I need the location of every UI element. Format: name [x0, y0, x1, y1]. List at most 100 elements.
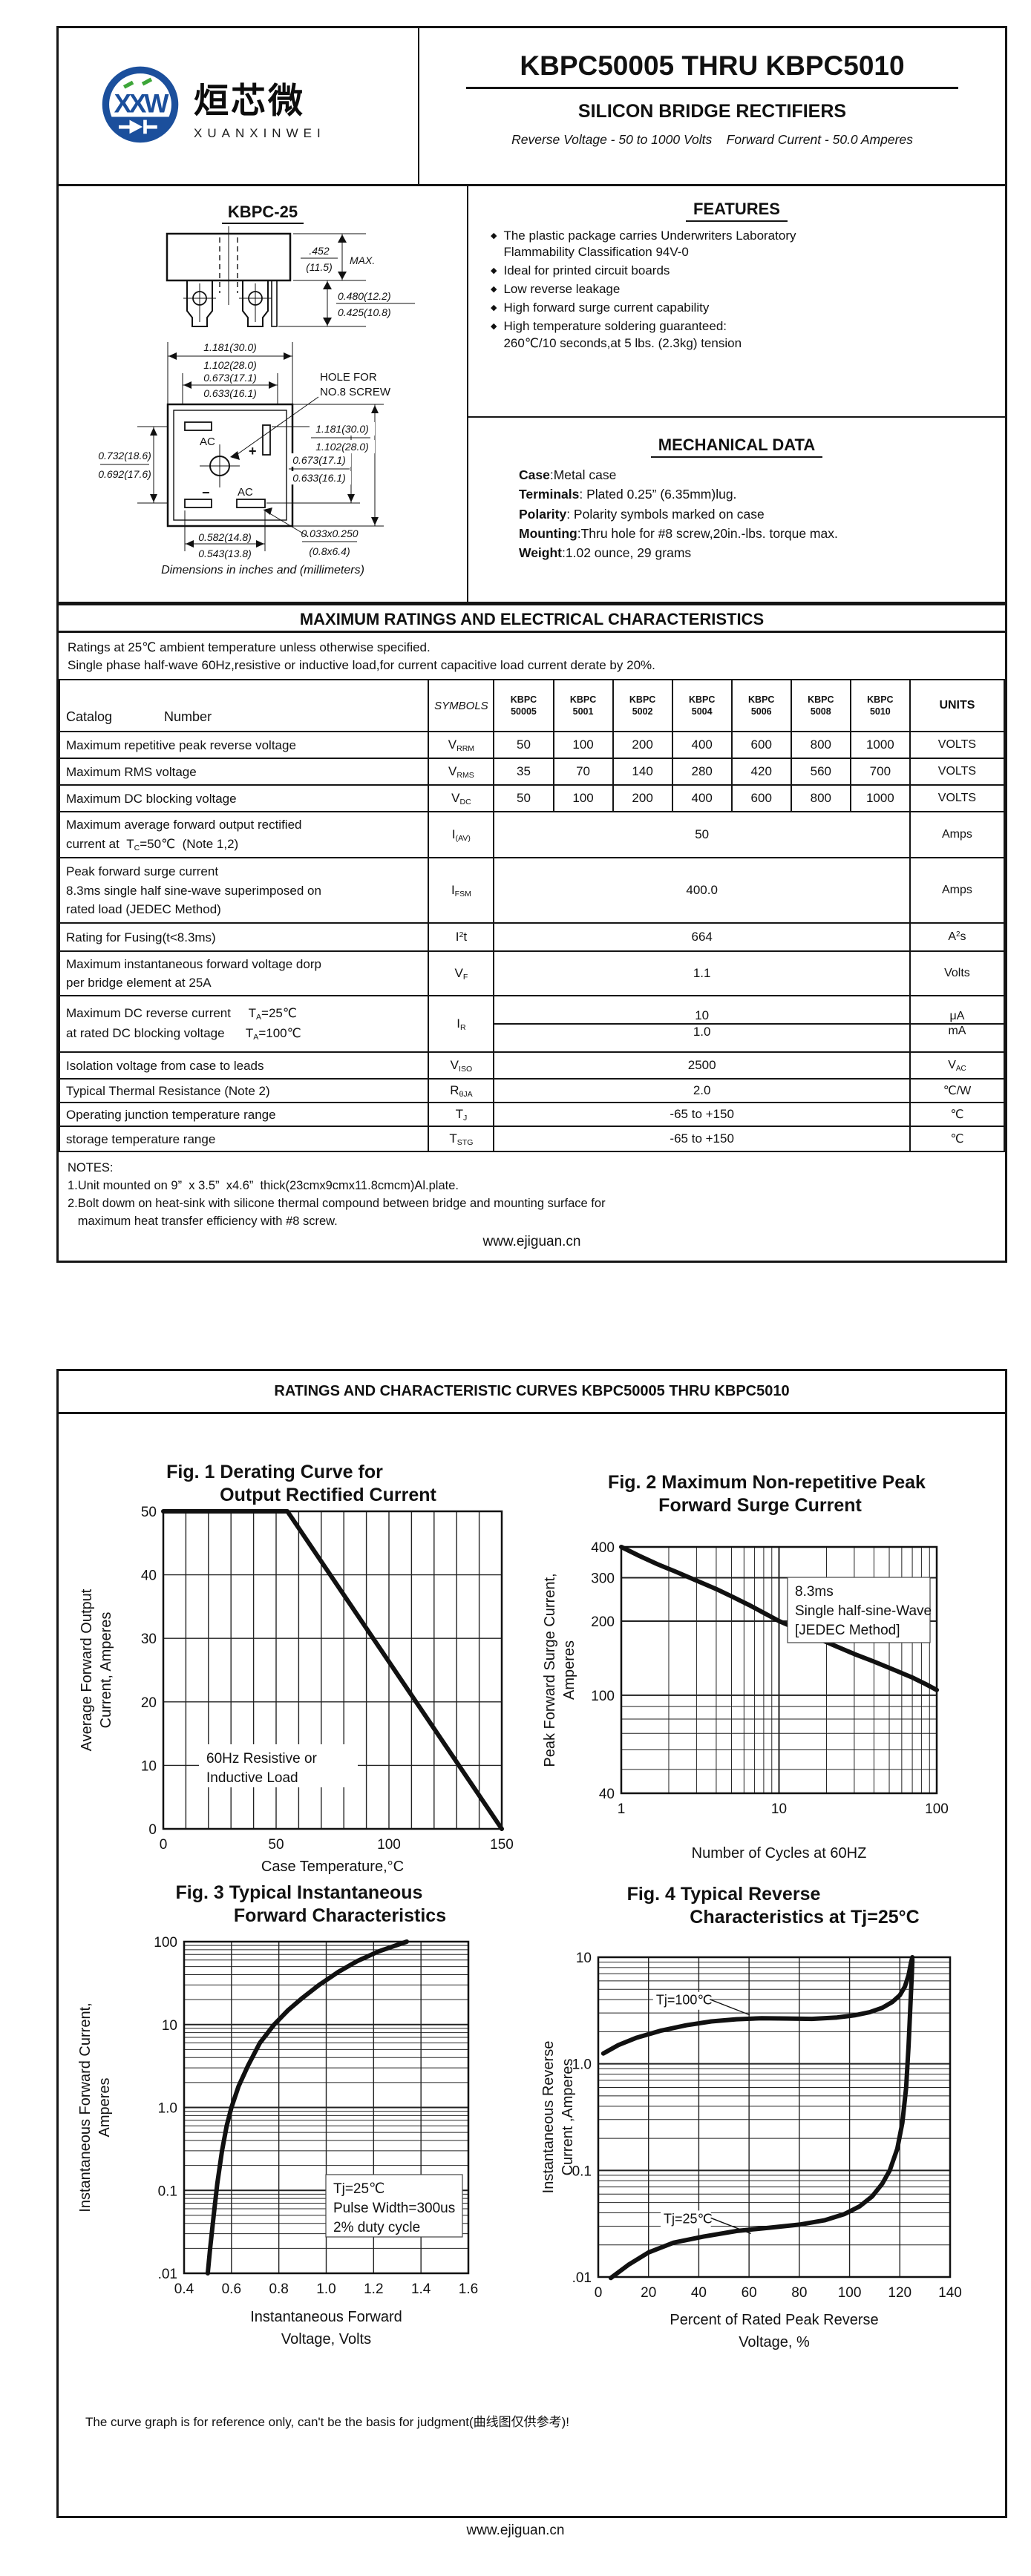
row-symbol: VISO: [428, 1051, 495, 1080]
feature-item: ◆ The plastic package carries Underwriter…: [468, 228, 1005, 260]
table-row: Rating for Fusing(t<8.3ms) I2t 664 A2s: [58, 922, 1006, 953]
x-tick-label: 40: [691, 2285, 707, 2301]
package-drawing: .452 (11.5) MAX. 0.480(12.2) 0.425(10.8)…: [98, 226, 415, 559]
div: 260℃/10 seconds,at 5 lbs. (2.3kg) tensio…: [503, 335, 742, 350]
row-label: storage temperature range: [58, 1126, 430, 1153]
y-axis-label: Average Forward Output: [79, 1588, 95, 1751]
terminal-ac-bottom: AC: [238, 486, 253, 499]
col-header-symbols: SYMBOLS: [428, 679, 495, 733]
row-value: 200: [612, 784, 673, 813]
sub: R: [459, 1022, 466, 1032]
line: [263, 509, 309, 537]
curve-forward: [205, 1939, 409, 2276]
row-value: 140: [612, 758, 673, 786]
logo-mark-icon: XXW: [102, 66, 179, 143]
mech-row: Mounting:Thru hole for #8 screw,20in.-lb…: [519, 525, 838, 541]
doc-subtitle: SILICON BRIDGE RECTIFIERS: [577, 101, 847, 122]
figure-title: Fig. 4 Typical Reverse: [627, 1884, 821, 1905]
hole-note-line2: NO.8 SCREW: [320, 386, 391, 398]
row-value: 50: [493, 784, 554, 813]
sub: (AV): [455, 833, 471, 843]
y-tick-label: 300: [591, 1571, 615, 1586]
row-value: -65 to +150: [493, 1102, 911, 1128]
div: Maximum DC blocking voltage: [66, 791, 237, 806]
row-symbol: TSTG: [428, 1126, 495, 1153]
col-header-part: KBPC 5006: [730, 679, 792, 733]
y-tick-label: 400: [591, 1540, 615, 1556]
rect: [262, 424, 271, 456]
ratings-conditions: Ratings at 25℃ ambient temperature unles…: [59, 633, 1005, 679]
figure-title: Forward Surge Current: [658, 1495, 862, 1516]
note-line: 2.Bolt dowm on heat-sink with silicone t…: [68, 1197, 606, 1211]
ratings-note-1: Ratings at 25℃ ambient temperature unles…: [68, 640, 431, 654]
col-header-part: KBPC 5001: [552, 679, 614, 733]
figure-title: Characteristics at Tj=25°C: [690, 1907, 919, 1928]
div: Isolation voltage from case to leads: [66, 1058, 264, 1073]
feature-text: High forward surge current capability: [503, 300, 709, 316]
x-axis-label: Case Temperature,°C: [261, 1859, 404, 1875]
sub: DC: [459, 797, 471, 806]
x-tick-label: 1.6: [459, 2281, 478, 2297]
sub: C: [134, 843, 140, 852]
table-header-row: Catalog Number SYMBOLS KBPC 50005 KBPC 5001 KBP…: [58, 679, 1006, 733]
x-tick-label: 1.0: [316, 2281, 336, 2297]
rect: [119, 125, 130, 129]
x-tick-label: 0.4: [174, 2281, 194, 2297]
x-tick-label: 20: [641, 2285, 656, 2301]
doc-title: KBPC50005 THRU KBPC5010: [520, 50, 905, 81]
dim-bottom-min: 0.543(13.8): [198, 548, 252, 559]
diamond-bullet-icon: ◆: [491, 322, 497, 332]
y-axis-label: Current, Amperes: [98, 1612, 114, 1729]
chart-rect: [620, 1545, 938, 1795]
grid-line: [709, 1999, 750, 2016]
x-axis-label: Number of Cycles at 60HZ: [692, 1845, 867, 1862]
y-tick-label: .01: [572, 2270, 592, 2286]
annotation-line: 8.3ms: [795, 1584, 834, 1600]
row-units: ℃: [909, 1126, 1006, 1153]
row-value: 600: [730, 731, 792, 760]
right-column: FEATURES ◆ The plastic package carries Un…: [468, 186, 1005, 602]
title-block: KBPC50005 THRU KBPC5010 SILICON BRIDGE R…: [418, 28, 1005, 184]
row-units: ℃: [909, 1102, 1006, 1128]
curve-Tj=25℃: [608, 1957, 915, 2281]
curves-heading: RATINGS AND CHARACTERISTIC CURVES KBPC50…: [59, 1371, 1005, 1414]
table-row: Maximum RMS voltage VRMS 35 70 140 280 420 560 7…: [58, 758, 1006, 786]
sub: FSM: [454, 889, 471, 898]
table-row: Typical Thermal Resistance (Note 2) RθJA 2…: [58, 1078, 1006, 1104]
chart-rect: [597, 1956, 952, 2278]
y-tick-label: 200: [591, 1614, 615, 1630]
row-units: A2s: [909, 922, 1006, 953]
g: HOLE FOR NO.8 SCREW AC + − AC: [200, 371, 391, 500]
y-tick-label: 0: [148, 1822, 157, 1838]
polygon: [371, 517, 379, 525]
dim-left-min: 0.692(17.6): [98, 468, 151, 480]
annotation-line: Tj=25℃: [333, 2181, 384, 2197]
path: [107, 116, 174, 140]
chart-rect: [183, 1940, 470, 2275]
dim-right2-min: 0.633(16.1): [292, 472, 346, 484]
disclaimer: The curve graph is for reference only, c…: [85, 2415, 570, 2429]
terminal-plus: +: [249, 444, 257, 459]
logo: XXW 烜芯微 XUANXINWEI: [59, 28, 418, 184]
mech-row: Polarity: Polarity symbols marked on cas…: [519, 506, 765, 522]
ratings-table: Catalog Number SYMBOLS KBPC 50005 KBPC 5001 KBP…: [58, 679, 1006, 1153]
figure-title: Forward Characteristics: [234, 1905, 446, 1926]
div: Maximum repetitive peak reverse voltage: [66, 737, 296, 752]
mech-row: Case:Metal case: [519, 467, 617, 482]
feature-text: Low reverse leakage: [503, 281, 620, 298]
dim-left-max: 0.732(18.6): [98, 450, 151, 461]
x-tick-label: 1: [618, 1801, 626, 1817]
y-tick-label: 40: [141, 1568, 157, 1584]
table-row: Maximum repetitive peak reverse voltage V…: [58, 731, 1006, 760]
dim-right2-max: 0.673(17.1): [292, 454, 346, 466]
row-label: Maximum average forward output rectified…: [58, 811, 430, 859]
row-value: 2500: [493, 1051, 911, 1080]
title-underline: [466, 87, 958, 89]
path: [186, 280, 213, 327]
x-tick-label: 150: [490, 1837, 514, 1853]
feature-item: ◆ High forward surge current capability: [468, 300, 1005, 316]
rect: [184, 421, 212, 431]
col-header-part: KBPC 5008: [790, 679, 851, 733]
y-axis-label: Current ,Amperes: [560, 2059, 576, 2176]
